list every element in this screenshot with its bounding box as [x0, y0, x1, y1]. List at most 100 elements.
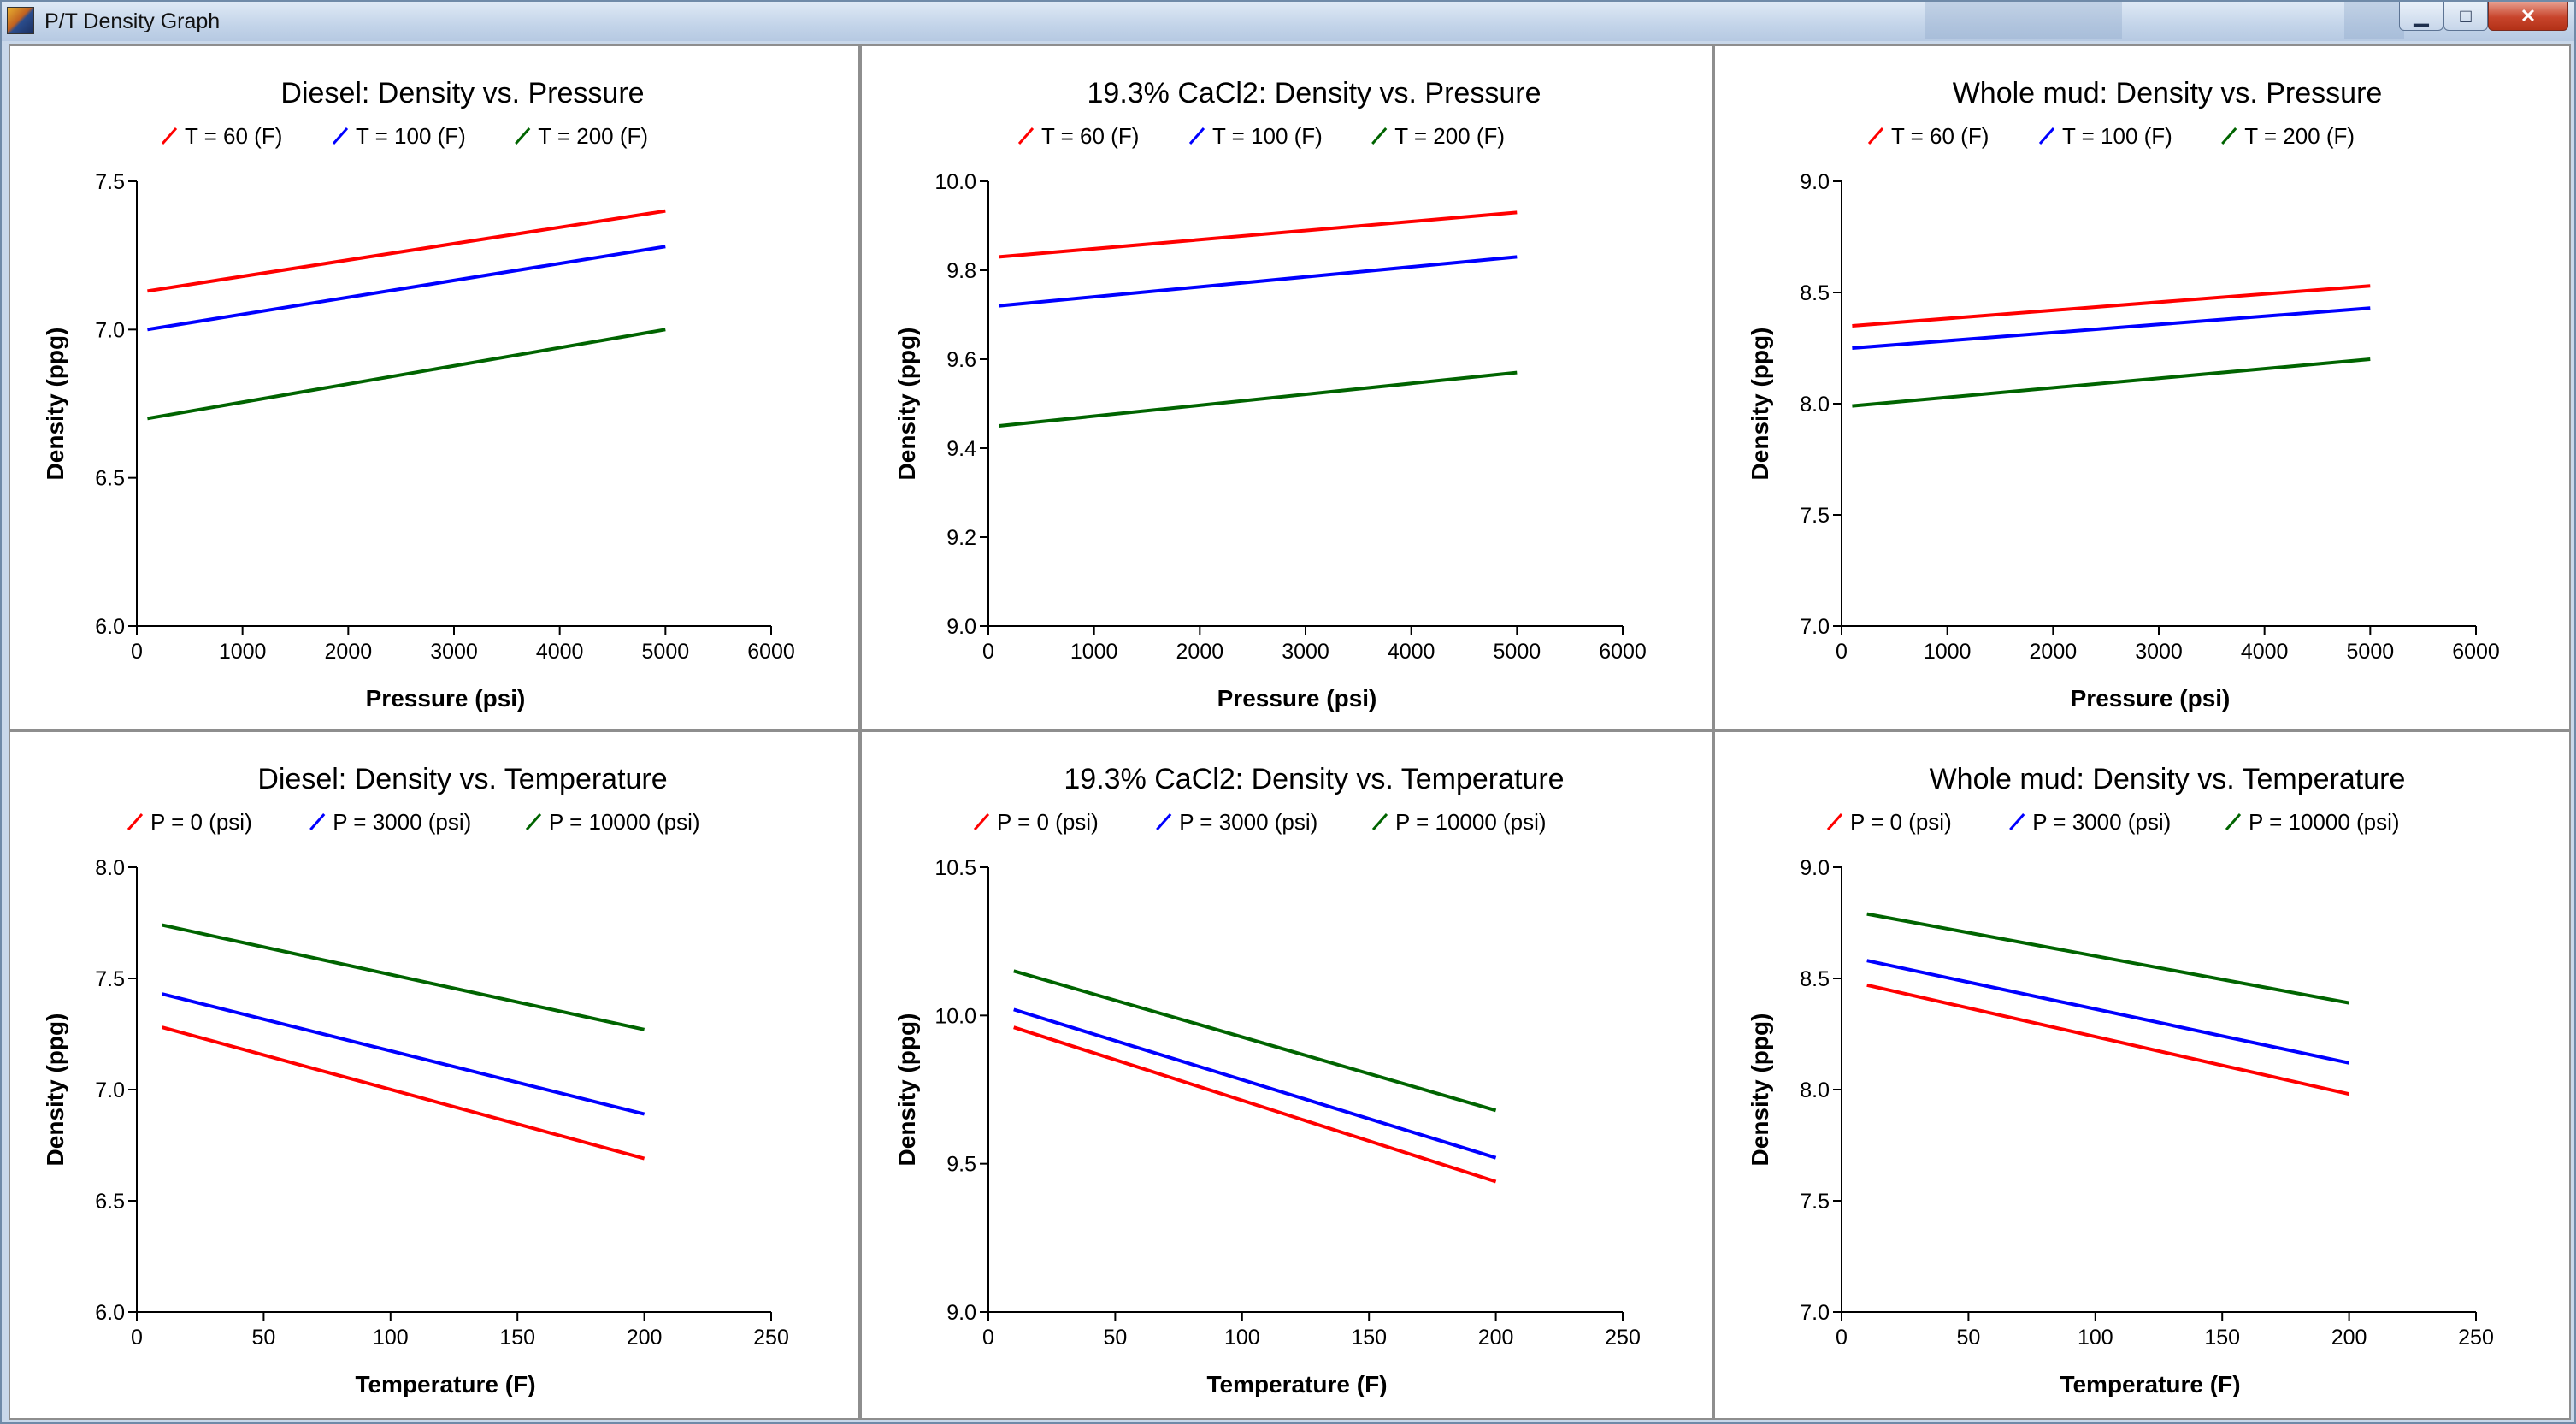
- x-tick-label: 250: [753, 1326, 789, 1350]
- chart-svg: 19.3% CaCl2: Density vs. Pressure T = 60 …: [893, 77, 1647, 712]
- legend-label: P = 0 (psi): [1850, 809, 1952, 835]
- legend-label: T = 60 (F): [1041, 123, 1139, 149]
- x-tick-label: 200: [627, 1326, 663, 1350]
- legend-label: P = 3000 (psi): [2032, 809, 2171, 835]
- legend-label: P = 10000 (psi): [2249, 809, 2400, 835]
- legend-swatch: [1371, 813, 1388, 830]
- chart-panel-diesel-pressure: Diesel: Density vs. Pressure T = 60 (F) T …: [10, 46, 858, 729]
- legend-label: P = 3000 (psi): [1179, 809, 1317, 835]
- legend-item: P = 3000 (psi): [1156, 809, 1317, 835]
- x-axis-label: Pressure (psi): [2071, 685, 2231, 712]
- x-tick-label: 2000: [2030, 640, 2078, 664]
- x-tick-label: 4000: [536, 640, 584, 664]
- chart-title: Diesel: Density vs. Temperature: [257, 763, 667, 795]
- series-line-3: [1013, 969, 1497, 1113]
- x-tick-label: 50: [1103, 1326, 1127, 1350]
- chart-svg: Whole mud: Density vs. Pressure T = 60 (F…: [1747, 77, 2500, 712]
- x-tick-label: 0: [131, 1326, 143, 1350]
- app-icon[interactable]: [7, 7, 34, 34]
- series-line-3: [147, 328, 666, 421]
- legend-item: P = 0 (psi): [1826, 809, 1952, 835]
- y-axis-label: Density (ppg): [1747, 328, 1773, 481]
- close-button[interactable]: ✕: [2488, 2, 2568, 31]
- series-line-2: [147, 245, 666, 332]
- legend-item: T = 200 (F): [515, 123, 648, 149]
- legend-swatch: [161, 127, 178, 145]
- legend-item: T = 100 (F): [2038, 123, 2172, 149]
- x-tick-label: 100: [373, 1326, 409, 1350]
- y-axis-label: Density (ppg): [1747, 1013, 1773, 1167]
- legend-swatch: [332, 127, 349, 145]
- legend-label: P = 3000 (psi): [333, 809, 471, 835]
- legend-swatch: [973, 813, 990, 830]
- legend-item: T = 60 (F): [161, 123, 282, 149]
- chart-svg: Whole mud: Density vs. Temperature P = 0 …: [1747, 763, 2494, 1397]
- x-tick-label: 0: [1836, 640, 1848, 664]
- legend-swatch: [525, 813, 542, 830]
- title-bar-shading: [1925, 2, 2122, 39]
- x-tick-label: 6000: [2452, 640, 2500, 664]
- legend-item: P = 0 (psi): [127, 809, 252, 835]
- y-tick-label: 7.0: [1800, 1301, 1830, 1325]
- maximize-button[interactable]: □: [2443, 2, 2488, 31]
- legend-item: T = 60 (F): [1867, 123, 1989, 149]
- legend-label: T = 200 (F): [1394, 123, 1505, 149]
- series-line-1: [147, 209, 666, 293]
- x-tick-label: 6000: [747, 640, 795, 664]
- legend-swatch: [1826, 813, 1843, 830]
- legend-item: P = 10000 (psi): [2225, 809, 2400, 835]
- legend-item: T = 60 (F): [1017, 123, 1139, 149]
- legend-item: T = 100 (F): [332, 123, 466, 149]
- y-tick-label: 6.5: [95, 467, 125, 491]
- y-tick-label: 9.0: [1800, 856, 1830, 880]
- x-tick-label: 0: [1836, 1326, 1848, 1350]
- maximize-icon: □: [2460, 4, 2472, 27]
- y-tick-label: 7.0: [1800, 615, 1830, 639]
- series-line-3: [1866, 912, 2349, 1005]
- x-tick-label: 0: [982, 1326, 994, 1350]
- y-tick-label: 10.0: [934, 170, 976, 194]
- legend-label: T = 60 (F): [185, 123, 282, 149]
- chart-title: Whole mud: Density vs. Temperature: [1930, 763, 2406, 795]
- x-tick-label: 100: [2078, 1326, 2113, 1350]
- x-tick-label: 2000: [325, 640, 373, 664]
- y-tick-label: 6.0: [95, 615, 125, 639]
- legend-swatch: [1867, 127, 1884, 145]
- chart-title: Whole mud: Density vs. Pressure: [1953, 77, 2383, 109]
- x-axis-label: Pressure (psi): [1217, 685, 1377, 712]
- series-line-2: [999, 255, 1518, 308]
- series-line-2: [1852, 306, 2371, 350]
- y-tick-label: 9.0: [946, 615, 976, 639]
- x-tick-label: 5000: [642, 640, 690, 664]
- y-tick-label: 6.5: [95, 1190, 125, 1214]
- window-title: P/T Density Graph: [44, 9, 221, 33]
- x-tick-label: 3000: [1282, 640, 1329, 664]
- legend-label: T = 100 (F): [2062, 123, 2172, 149]
- series-line-1: [1852, 284, 2371, 328]
- y-axis-label: Density (ppg): [42, 1013, 68, 1167]
- y-tick-label: 7.0: [95, 318, 125, 342]
- x-tick-label: 4000: [2241, 640, 2289, 664]
- x-tick-label: 250: [1605, 1326, 1641, 1350]
- y-tick-label: 7.5: [1800, 1190, 1830, 1214]
- legend-swatch: [127, 813, 144, 830]
- y-tick-label: 9.0: [1800, 170, 1830, 194]
- legend-swatch: [2225, 813, 2242, 830]
- series-line-1: [999, 210, 1518, 259]
- x-tick-label: 1000: [219, 640, 267, 664]
- minimize-button[interactable]: ▁: [2399, 2, 2443, 31]
- legend-item: T = 100 (F): [1188, 123, 1323, 149]
- chart-panel-mud-temperature: Whole mud: Density vs. Temperature P = 0 …: [1715, 732, 2569, 1418]
- x-tick-label: 50: [251, 1326, 275, 1350]
- chart-panel-diesel-temperature: Diesel: Density vs. Temperature P = 0 (ps…: [10, 732, 858, 1418]
- y-tick-label: 9.0: [946, 1301, 976, 1325]
- title-bar[interactable]: P/T Density Graph ▁ □ ✕: [2, 2, 2574, 41]
- x-tick-label: 3000: [430, 640, 478, 664]
- legend-swatch: [2038, 127, 2055, 145]
- x-tick-label: 0: [131, 640, 143, 664]
- series-line-1: [1866, 983, 2350, 1096]
- legend-label: T = 60 (F): [1891, 123, 1989, 149]
- y-tick-label: 9.2: [946, 526, 976, 550]
- title-bar-shading-right: [2344, 2, 2404, 39]
- x-tick-label: 200: [2331, 1326, 2367, 1350]
